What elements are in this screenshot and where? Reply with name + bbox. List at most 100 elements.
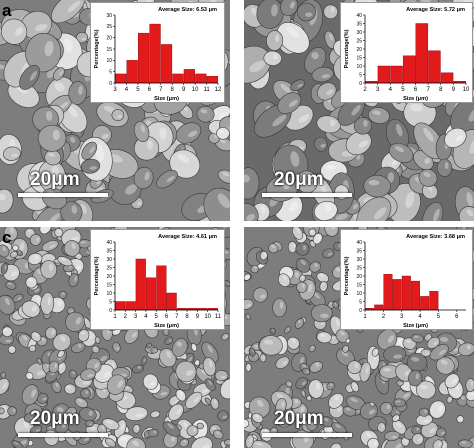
sem-particle-highlight <box>320 313 329 318</box>
sem-particle-highlight <box>60 257 67 261</box>
x-axis-label: Size (μm) <box>154 323 179 329</box>
x-tick-label: 2 <box>124 314 128 320</box>
sem-particle-highlight <box>315 362 320 367</box>
sem-particle <box>80 368 97 381</box>
sem-particle <box>0 262 8 275</box>
sem-particle <box>40 260 58 279</box>
sem-particle <box>350 381 360 393</box>
sem-particle-highlight <box>160 391 168 396</box>
sem-particle-highlight <box>321 74 331 79</box>
sem-particle <box>19 64 40 90</box>
sem-particle-highlight <box>371 402 373 405</box>
sem-particle-highlight <box>222 172 230 177</box>
sem-particle-highlight <box>78 343 82 348</box>
sem-particle <box>308 344 316 353</box>
y-tick-label: 35 <box>106 248 112 254</box>
sem-particle-highlight <box>49 426 55 430</box>
sem-particle-highlight <box>193 427 197 433</box>
sem-particle-highlight <box>31 389 37 398</box>
scale-bar-b <box>262 193 352 197</box>
sem-particle-highlight <box>298 320 302 323</box>
sem-particle <box>436 158 453 177</box>
sem-particle <box>196 422 204 430</box>
sem-particle <box>429 344 449 361</box>
sem-particle-highlight <box>335 424 341 429</box>
sem-particle <box>429 400 446 419</box>
sem-particle <box>302 367 311 376</box>
histogram-title: Average Size: 5.72 μm <box>406 7 465 13</box>
y-tick-label: 0 <box>109 81 112 87</box>
sem-particle-highlight <box>289 99 298 107</box>
sem-particle-highlight <box>249 437 252 443</box>
sem-particle-highlight <box>387 172 395 183</box>
y-tick-label: 20 <box>106 274 112 280</box>
sem-particle-highlight <box>263 355 265 359</box>
sem-particle-highlight <box>312 241 314 245</box>
sem-particle <box>36 358 43 365</box>
sem-particle <box>16 250 23 257</box>
sem-particle-highlight <box>306 174 313 183</box>
sem-particle-highlight <box>373 440 377 446</box>
sem-particle-highlight <box>220 375 226 379</box>
sem-particle-highlight <box>470 391 474 396</box>
sem-particle-highlight <box>132 332 137 338</box>
sem-particle <box>164 336 174 345</box>
sem-particle-highlight <box>176 408 182 415</box>
sem-particle <box>224 279 230 287</box>
sem-particle <box>60 201 83 221</box>
sem-particle-highlight <box>60 335 66 342</box>
sem-particle-highlight <box>395 417 399 420</box>
sem-particle-highlight <box>36 237 40 242</box>
sem-particle-highlight <box>159 127 167 140</box>
sem-particle <box>316 82 337 101</box>
x-tick-label: 11 <box>203 87 210 93</box>
sem-particle-highlight <box>31 305 37 312</box>
sem-particle-highlight <box>306 370 309 373</box>
sem-particle <box>28 345 37 353</box>
sem-particle-highlight <box>125 184 138 195</box>
x-tick-label: 2 <box>382 314 386 320</box>
sem-particle-highlight <box>305 12 313 17</box>
sem-particle-highlight <box>397 338 402 344</box>
sem-particle <box>259 335 283 356</box>
sem-particle <box>292 227 304 240</box>
sem-particle-highlight <box>249 60 266 73</box>
sem-particle <box>1 326 13 337</box>
histogram-inset-b: Average Size: 5.72 μm 0 5 10 15 20 25 30 35 40 2 3 4… <box>340 2 473 103</box>
sem-particle <box>306 395 312 402</box>
histogram-bar <box>415 23 429 84</box>
x-tick-label: 8 <box>439 87 443 93</box>
sem-particle-highlight <box>70 410 75 416</box>
sem-particle <box>458 206 474 221</box>
sem-particle <box>356 196 392 221</box>
sem-particle <box>456 415 465 424</box>
sem-particle-highlight <box>74 276 78 282</box>
sem-particle <box>250 264 259 274</box>
x-tick-label: 8 <box>171 87 175 93</box>
x-tick-label: 7 <box>175 314 179 320</box>
sem-particle <box>204 378 216 392</box>
sem-particle <box>251 412 264 424</box>
x-tick-label: 1 <box>113 314 117 320</box>
sem-particle-highlight <box>455 135 464 142</box>
sem-particle-highlight <box>289 1 295 9</box>
sem-particle <box>347 360 362 375</box>
sem-particle-highlight <box>301 381 307 386</box>
sem-particle-highlight <box>120 437 128 441</box>
sem-particle-highlight <box>428 335 431 339</box>
sem-particle <box>25 32 62 73</box>
sem-particle <box>0 244 10 258</box>
sem-particle-highlight <box>330 383 333 387</box>
sem-particle <box>244 203 259 221</box>
sem-particle-highlight <box>27 229 32 233</box>
histogram-bar <box>126 60 138 84</box>
sem-particle-highlight <box>394 146 405 153</box>
sem-particle-highlight <box>399 382 403 385</box>
panel-label-c: c <box>2 228 12 247</box>
histogram-bar <box>374 304 384 311</box>
sem-particle-highlight <box>372 110 381 115</box>
sem-particle <box>162 421 181 437</box>
sem-particle <box>280 0 299 16</box>
histogram-bar <box>377 65 391 84</box>
